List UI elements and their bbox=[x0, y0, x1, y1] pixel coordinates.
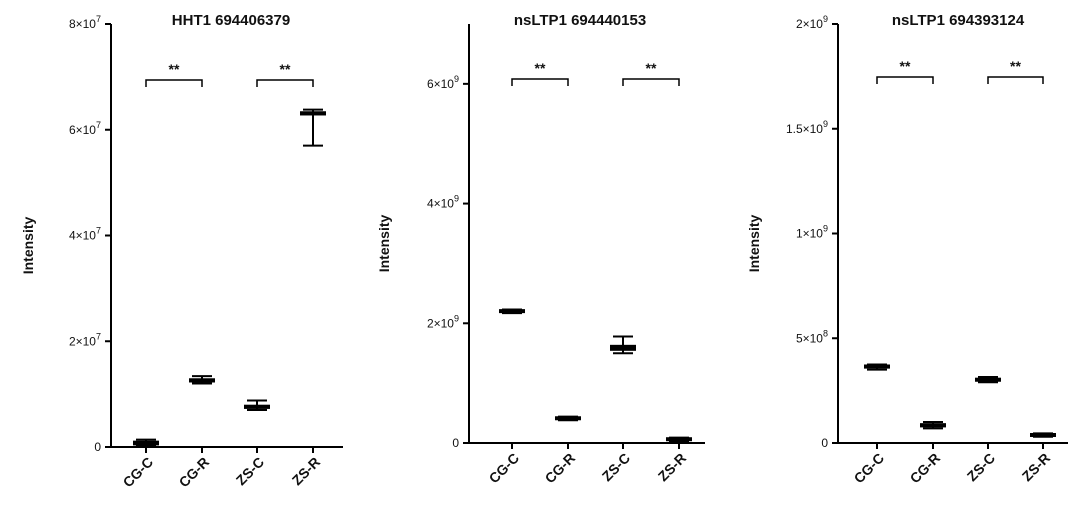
significance-label: ** bbox=[169, 61, 180, 77]
significance-label: ** bbox=[535, 60, 546, 76]
x-category-label: ZS-C bbox=[599, 450, 633, 484]
significance-label: ** bbox=[646, 60, 657, 76]
box-cg-r bbox=[555, 415, 581, 422]
box-cg-c bbox=[864, 363, 890, 371]
y-tick-label: 8×107 bbox=[69, 14, 101, 31]
bracket-line bbox=[145, 79, 203, 87]
chart-title: HHT1 694406379 bbox=[172, 12, 290, 29]
box-zs-c bbox=[610, 335, 636, 355]
bracket-line bbox=[622, 78, 680, 86]
x-category-label: CG-C bbox=[120, 454, 157, 491]
chart-panel-2: nsLTP1 694440153 Intensity 0 2×109 4×109 6×10… bbox=[376, 12, 705, 486]
y-tick-label: 0 bbox=[452, 436, 459, 450]
y-axis-label: Intensity bbox=[376, 215, 392, 273]
x-category-label: CG-C bbox=[486, 450, 523, 487]
x-category-label: CG-R bbox=[907, 450, 944, 487]
box-cg-r bbox=[920, 421, 946, 430]
x-category-label: CG-C bbox=[851, 450, 888, 487]
bracket-line bbox=[876, 76, 934, 84]
significance-label: ** bbox=[280, 61, 291, 77]
y-tick-label: 0 bbox=[821, 436, 828, 450]
y-tick-label: 1×109 bbox=[796, 224, 828, 241]
y-tick-label: 1.5×109 bbox=[786, 119, 828, 136]
box-zs-r bbox=[1030, 432, 1056, 438]
y-tick-label: 6×109 bbox=[427, 74, 459, 91]
x-category-label: ZS-R bbox=[289, 454, 323, 488]
bracket-line bbox=[511, 78, 569, 86]
box-zs-r bbox=[666, 436, 692, 443]
bracket-line bbox=[987, 76, 1044, 84]
box-cg-c bbox=[133, 438, 159, 447]
significance-bracket: ** bbox=[876, 58, 934, 84]
significance-label: ** bbox=[900, 58, 911, 74]
y-tick-label: 0 bbox=[94, 440, 101, 454]
chart-title: nsLTP1 694440153 bbox=[514, 12, 646, 29]
x-category-label: CG-R bbox=[542, 450, 579, 487]
chart-panel-3: nsLTP1 694393124 Intensity 0 5×108 1×109 1.5×… bbox=[746, 12, 1068, 486]
bracket-line bbox=[256, 79, 314, 87]
x-category-label: CG-R bbox=[176, 454, 213, 491]
significance-bracket: ** bbox=[511, 60, 569, 86]
box-cg-r bbox=[189, 375, 215, 385]
significance-bracket: ** bbox=[622, 60, 680, 86]
y-tick-label: 2×109 bbox=[796, 14, 828, 31]
chart-panel-1: HHT1 694406379 Intensity 0 2×107 4×107 6×107 8… bbox=[20, 12, 343, 490]
significance-bracket: ** bbox=[256, 61, 314, 87]
significance-bracket: ** bbox=[987, 58, 1044, 84]
y-tick-label: 2×109 bbox=[427, 313, 459, 330]
y-tick-label: 2×107 bbox=[69, 331, 101, 348]
x-category-label: ZS-R bbox=[655, 450, 689, 484]
y-tick-label: 4×109 bbox=[427, 194, 459, 211]
chart-title: nsLTP1 694393124 bbox=[892, 12, 1025, 29]
x-category-label: ZS-R bbox=[1019, 450, 1053, 484]
box-cg-c bbox=[499, 308, 525, 315]
x-category-label: ZS-C bbox=[233, 454, 267, 488]
box-zs-c bbox=[244, 399, 270, 411]
y-axis-label: Intensity bbox=[20, 217, 36, 275]
y-tick-label: 6×107 bbox=[69, 120, 101, 137]
y-tick-label: 4×107 bbox=[69, 226, 101, 243]
box-zs-r bbox=[300, 108, 326, 147]
box-zs-c bbox=[975, 376, 1001, 384]
significance-bracket: ** bbox=[145, 61, 203, 87]
y-axis-label: Intensity bbox=[746, 215, 762, 273]
x-category-label: ZS-C bbox=[964, 450, 998, 484]
y-tick-label: 5×108 bbox=[796, 328, 828, 345]
significance-label: ** bbox=[1010, 58, 1021, 74]
